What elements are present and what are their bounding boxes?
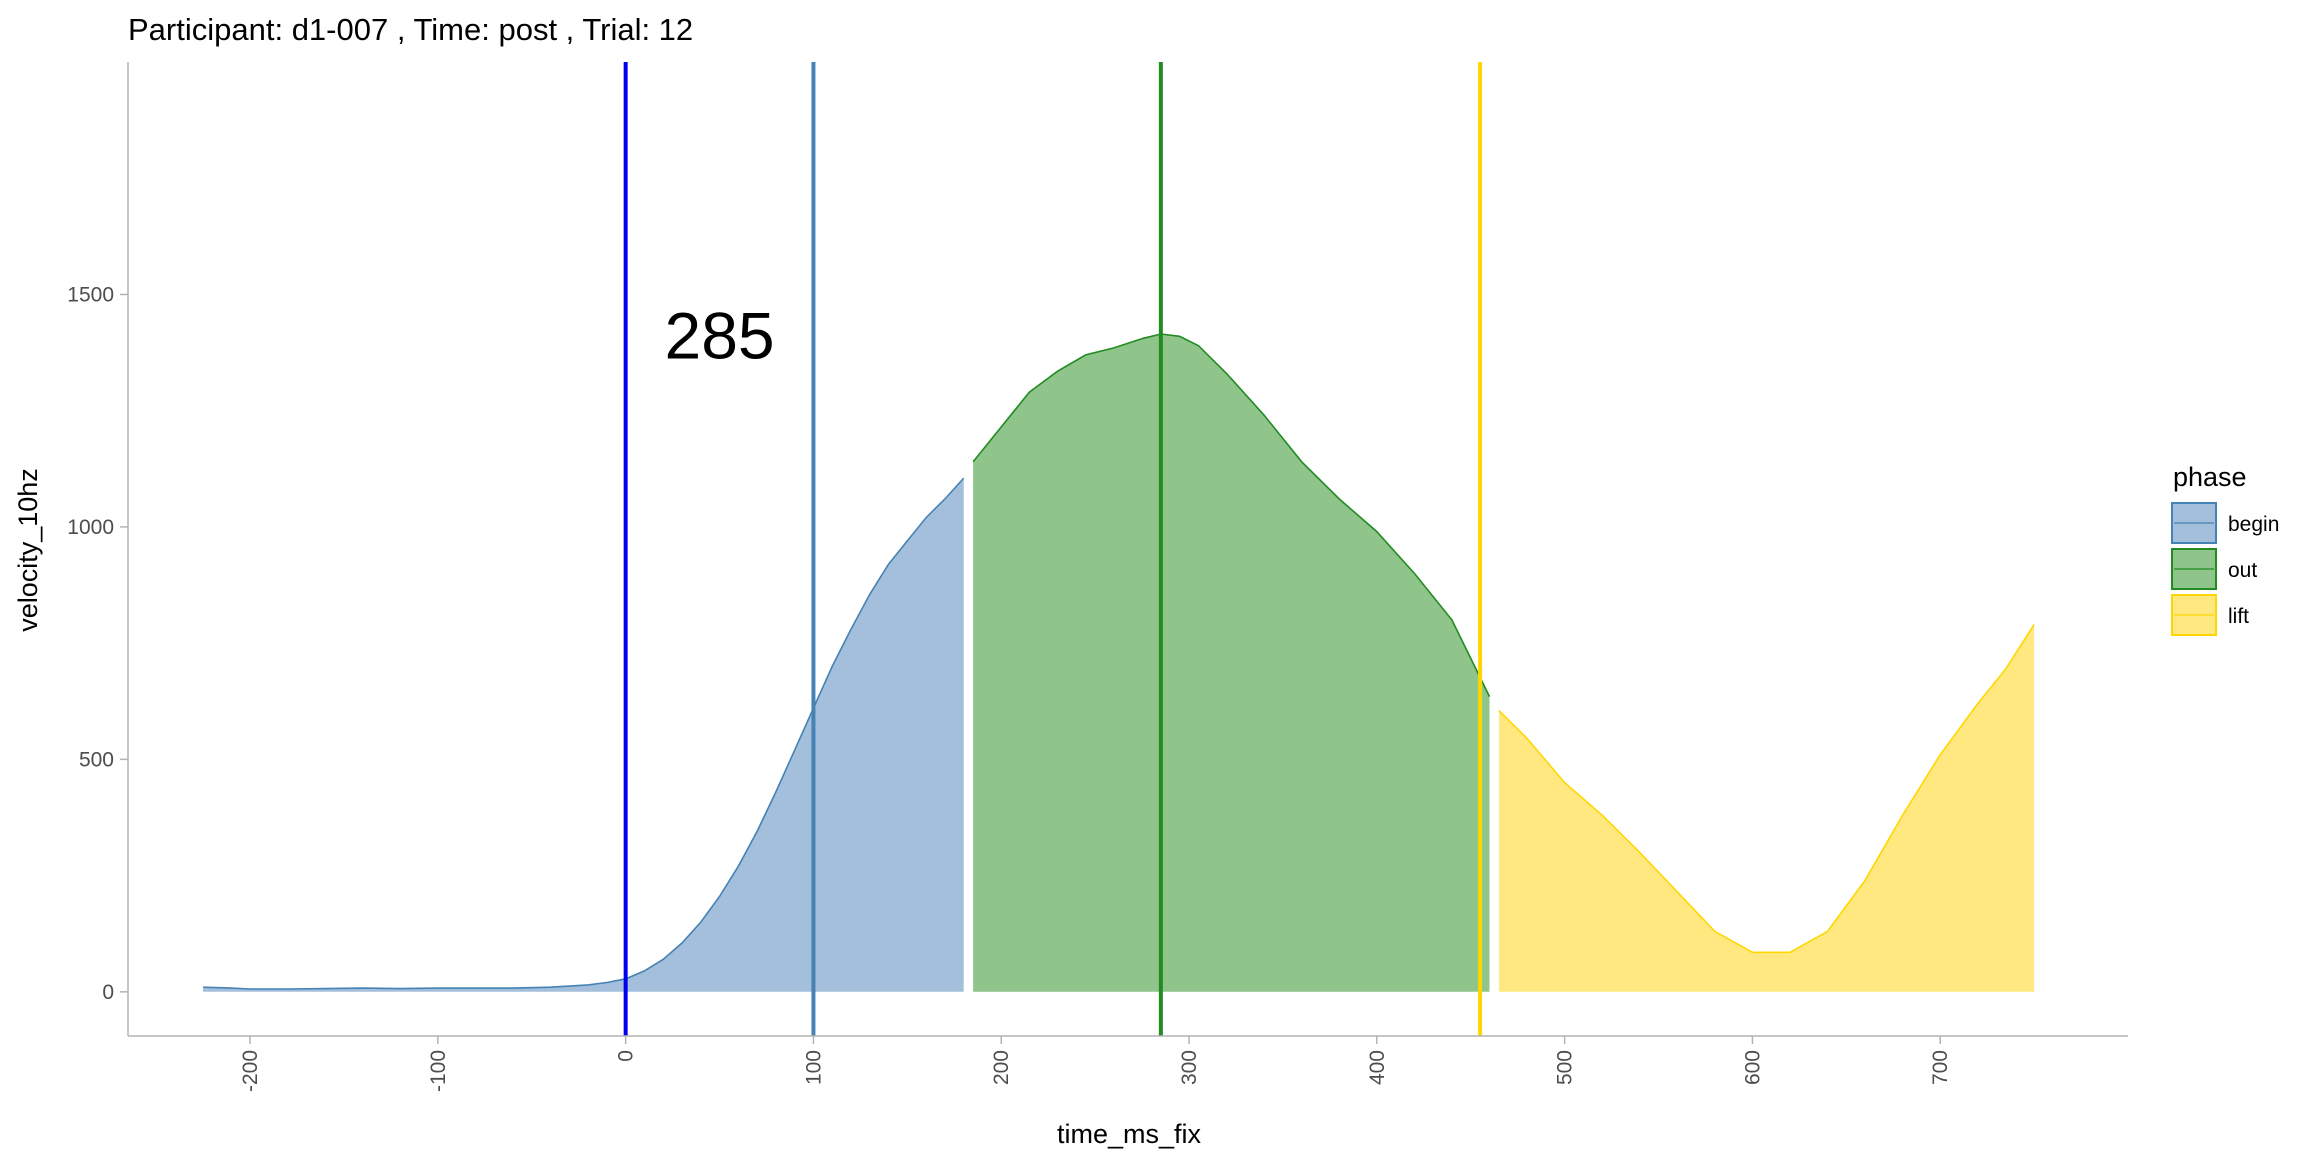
legend-label-lift: lift bbox=[2228, 605, 2249, 628]
y-axis-title: velocity_10hz bbox=[13, 468, 43, 632]
line-out bbox=[972, 333, 1491, 697]
x-tick-label: 700 bbox=[1929, 1050, 1952, 1085]
x-tick-label: -100 bbox=[427, 1050, 450, 1092]
x-axis-title: time_ms_fix bbox=[1057, 1119, 1202, 1149]
x-tick-label: -200 bbox=[239, 1050, 262, 1092]
chart-title: Participant: d1-007 , Time: post , Trial… bbox=[128, 12, 693, 47]
axes: 0 500 1000 1500 -200 -100 0 100 200 300 400 500 600 7… bbox=[67, 62, 2128, 1092]
y-tick-label: 0 bbox=[102, 981, 114, 1004]
area-lift bbox=[1498, 624, 2035, 992]
legend-title: phase bbox=[2173, 462, 2247, 492]
x-tick-label: 100 bbox=[802, 1050, 825, 1085]
legend-label-begin: begin bbox=[2228, 513, 2279, 536]
area-out bbox=[973, 334, 1490, 992]
x-tick-label: 400 bbox=[1366, 1050, 1389, 1085]
y-tick-label: 500 bbox=[79, 748, 114, 771]
y-tick-label: 1000 bbox=[67, 516, 114, 539]
legend: phase begin out lift bbox=[2171, 462, 2279, 636]
plot-area bbox=[203, 62, 2035, 1036]
y-tick-label: 1500 bbox=[67, 283, 114, 306]
x-tick-label: 600 bbox=[1741, 1050, 1764, 1085]
line-lift bbox=[1498, 624, 2035, 954]
legend-label-out: out bbox=[2228, 559, 2257, 582]
line-begin bbox=[203, 477, 965, 990]
x-tick-label: 300 bbox=[1178, 1050, 1201, 1085]
x-tick-label: 0 bbox=[615, 1050, 638, 1062]
x-tick-label: 500 bbox=[1554, 1050, 1577, 1085]
area-begin bbox=[203, 478, 964, 992]
annotation-label: 285 bbox=[664, 298, 774, 372]
x-tick-label: 200 bbox=[990, 1050, 1013, 1085]
